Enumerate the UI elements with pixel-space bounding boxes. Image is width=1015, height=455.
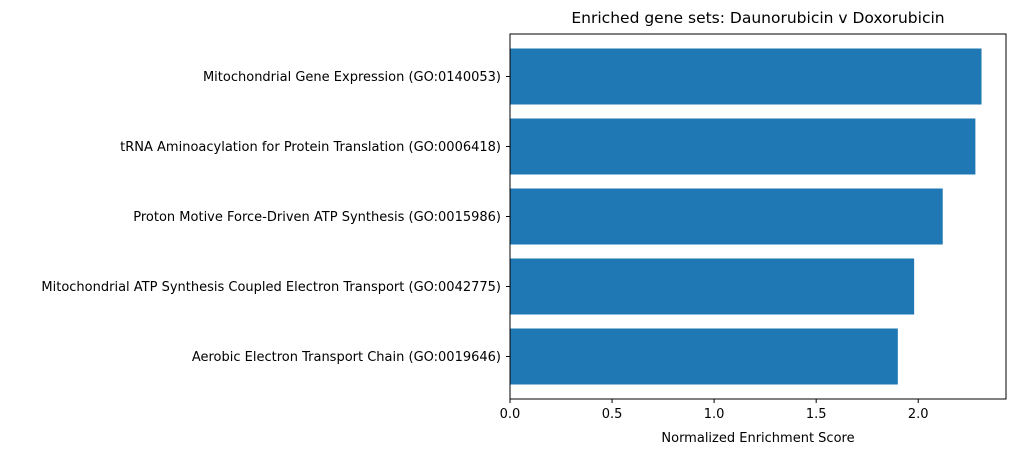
- bar-2: [510, 118, 976, 175]
- bar-3: [510, 188, 943, 245]
- bar-5: [510, 328, 898, 385]
- category-label: Proton Motive Force-Driven ATP Synthesis…: [133, 210, 501, 225]
- x-tick-label: 1.0: [704, 407, 725, 422]
- x-axis-title: Normalized Enrichment Score: [661, 431, 854, 446]
- x-tick-label: 2.0: [908, 407, 929, 422]
- bar-4: [510, 258, 915, 315]
- bar-1: [510, 48, 982, 105]
- x-axis-ticks: 0.0 0.5 1.0 1.5 2.0: [500, 399, 929, 422]
- category-label: tRNA Aminoacylation for Protein Translat…: [120, 140, 501, 155]
- category-label: Mitochondrial ATP Synthesis Coupled Elec…: [41, 280, 501, 295]
- chart-title: Enriched gene sets: Daunorubicin v Doxor…: [571, 9, 944, 27]
- category-labels: Mitochondrial Gene Expression (GO:014005…: [41, 70, 510, 365]
- plot-frame: [509, 33, 1007, 400]
- bars-group: [510, 48, 982, 385]
- x-tick-label: 1.5: [806, 407, 827, 422]
- category-label: Mitochondrial Gene Expression (GO:014005…: [203, 70, 501, 85]
- category-label: Aerobic Electron Transport Chain (GO:001…: [192, 350, 501, 365]
- x-tick-label: 0.0: [500, 407, 521, 422]
- x-tick-label: 0.5: [602, 407, 623, 422]
